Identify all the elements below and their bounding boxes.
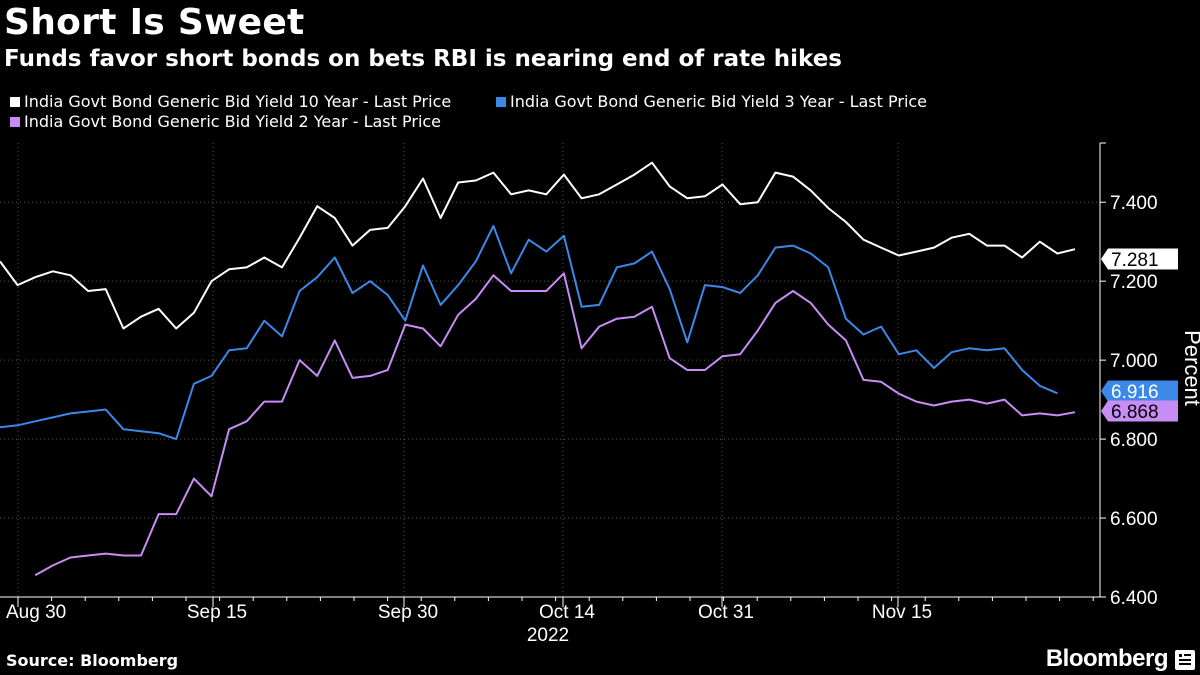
x-tick-label: Nov 15	[872, 602, 932, 623]
legend-swatch-3y	[496, 96, 506, 107]
y-tick-label: 6.800	[1110, 430, 1158, 451]
legend-item-10y: India Govt Bond Generic Bid Yield 10 Yea…	[10, 92, 451, 111]
legend-label-2y: India Govt Bond Generic Bid Yield 2 Year…	[24, 112, 442, 131]
x-tick-label: Oct 31	[698, 602, 754, 623]
bloomberg-logo: Bloomberg	[1045, 645, 1169, 672]
bloomberg-terminal-icon	[1175, 650, 1195, 670]
chart-title: Short Is Sweet	[4, 2, 305, 43]
legend-label-10y: India Govt Bond Generic Bid Yield 10 Yea…	[24, 92, 452, 111]
y-tick-label: 7.000	[1110, 351, 1158, 372]
last-value-tag-2y: 6.868	[1101, 400, 1178, 423]
y-tick-label: 7.200	[1110, 272, 1158, 293]
series-line-10y	[0, 161, 1076, 330]
series-line-3y	[0, 224, 1058, 441]
legend-item-3y: India Govt Bond Generic Bid Yield 3 Year…	[496, 92, 927, 111]
y-tick-label: 6.600	[1110, 509, 1158, 530]
last-value-tag-10y: 7.281	[1101, 248, 1178, 271]
y-tick-label: 6.400	[1110, 588, 1158, 609]
last-value-tag-3y-bg	[1101, 380, 1178, 402]
last-value-tag-2y-bg	[1101, 400, 1178, 422]
last-value-tag-3y: 6.916	[1101, 380, 1178, 403]
legend-swatch-10y	[10, 96, 20, 107]
legend-swatch-2y	[10, 116, 20, 127]
series-lines	[0, 161, 1076, 577]
source-note: Source: Bloomberg	[6, 651, 179, 670]
x-tick-label: Sep 15	[187, 602, 247, 623]
last-value-tag-10y-text: 7.281	[1111, 250, 1159, 271]
gridlines	[0, 143, 1100, 598]
y-axis-title: Percent	[1180, 330, 1200, 406]
legend-label-3y: India Govt Bond Generic Bid Yield 3 Year…	[510, 92, 928, 111]
series-line-2y	[34, 272, 1076, 577]
last-value-tag-3y-text: 6.916	[1111, 382, 1159, 403]
y-tick-label: 7.400	[1110, 193, 1158, 214]
x-tick-label: Aug 30	[6, 602, 66, 623]
axes: 6.400 6.600 6.800 7.000 7.200 7.400 Percent Aug…	[0, 142, 1200, 646]
x-tick-label: Oct 14	[539, 602, 595, 623]
chart-subtitle: Funds favor short bonds on bets RBI is n…	[4, 46, 842, 72]
legend-item-2y: India Govt Bond Generic Bid Yield 2 Year…	[10, 112, 441, 131]
x-tick-label: Sep 30	[378, 602, 438, 623]
x-axis-year-label: 2022	[527, 625, 569, 646]
last-value-tag-10y-bg	[1101, 248, 1178, 270]
last-value-tag-2y-text: 6.868	[1111, 402, 1159, 423]
